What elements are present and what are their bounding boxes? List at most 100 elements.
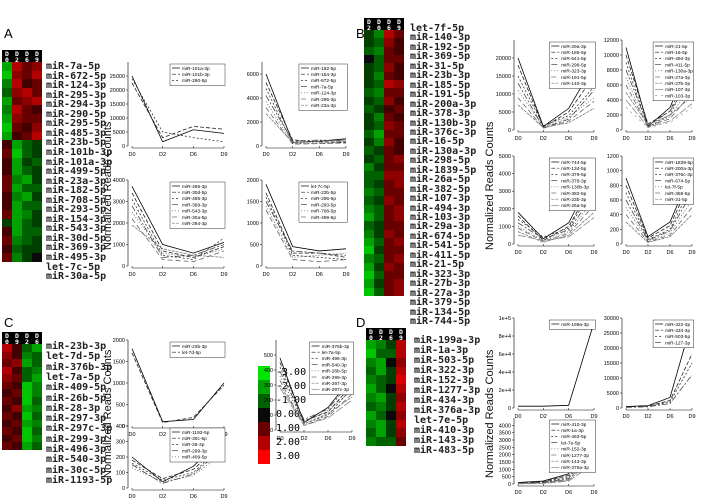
heatmap-cell <box>2 70 13 80</box>
heatmap-cell <box>2 351 13 360</box>
x-tick-label: D2 <box>159 432 166 438</box>
series-line-miR-434-3p <box>625 353 693 408</box>
heatmap-cell <box>374 71 385 81</box>
x-tick-label: D6 <box>190 152 197 158</box>
heatmap-cell <box>374 104 385 114</box>
y-tick-label: 25000 <box>604 331 619 337</box>
x-tick-label: D0 <box>276 436 283 442</box>
heatmap-cell <box>2 157 13 167</box>
x-tick-label: D9 <box>220 152 227 158</box>
legend-entry: miR-30c-5p <box>182 436 207 442</box>
heatmap-cell <box>394 237 405 247</box>
heatmap-cell <box>2 105 13 115</box>
legend-box <box>169 341 226 358</box>
x-tick-label: D9 <box>220 272 227 278</box>
series-line-miR-130a-3p <box>625 77 693 129</box>
heatmap-cell <box>396 348 407 359</box>
heatmap-cell <box>376 384 387 394</box>
y-tick-label: 0 <box>508 406 511 412</box>
x-tick-label: D2 <box>644 414 651 420</box>
y-tick-label: 0 <box>508 482 511 488</box>
heatmap-cell <box>22 366 33 375</box>
y-tick-label: 2000 <box>499 207 511 213</box>
y-tick-label: 2000 <box>247 178 259 184</box>
legend-entry: miR-299-3p <box>182 448 207 454</box>
heatmap-cell <box>32 209 43 219</box>
heatmap-cell <box>374 63 385 72</box>
colorbar-label: -2.00 <box>276 381 307 392</box>
mirna-label: miR-29a-3p <box>410 221 471 233</box>
legend-entry: miR-672-5p <box>311 78 336 84</box>
series-line-miR-503-5p <box>625 362 693 408</box>
heatmap-cell <box>384 104 395 114</box>
heatmap-cell <box>366 348 377 359</box>
heatmap-cell <box>2 140 13 150</box>
heatmap-cell <box>394 254 405 264</box>
y-tick-label: 200 <box>610 227 619 233</box>
y-tick-label: 4000 <box>499 423 511 429</box>
heatmap-cell <box>384 54 395 64</box>
y-tick-label: 5000 <box>607 391 619 397</box>
y-tick-label: 0 <box>270 428 273 434</box>
heatmap-cell <box>22 175 33 185</box>
series-line-miR-369-5p <box>625 207 693 243</box>
heatmap-cell <box>12 427 23 436</box>
heatmap-cell <box>32 359 43 368</box>
heatmap-cell <box>32 351 43 360</box>
heatmap-cell <box>384 212 395 222</box>
colorbar-swatch <box>258 380 270 394</box>
legend-entry: miR-1277-3p <box>561 453 589 459</box>
mirna-label: miR-107-3p <box>410 193 471 205</box>
mirna-label: let-7c-5p <box>46 261 101 273</box>
heatmap-a: D 0 D 2 D 6 D 9 <box>2 50 43 263</box>
heatmap-cell <box>386 340 397 350</box>
heatmap-cell <box>374 196 385 205</box>
heatmap-cell <box>384 30 395 39</box>
heatmap-cell <box>22 389 33 398</box>
x-tick-label: D2 <box>540 250 547 256</box>
heatmap-cell <box>32 442 43 451</box>
heatmap-cell <box>22 122 33 132</box>
legend-entry: miR-499-5p <box>311 215 336 221</box>
heatmap-cell <box>394 79 405 89</box>
heatmap-cell <box>12 404 23 413</box>
legend-entry: miR-30d-5p <box>182 190 207 196</box>
x-tick-label: D2 <box>644 136 651 142</box>
x-tick-label: D0 <box>128 272 135 278</box>
heatmap-cell <box>386 375 397 385</box>
heatmap-cell <box>32 218 43 228</box>
heatmap-cell <box>366 419 377 429</box>
series-line-miR-124-3p <box>265 101 347 144</box>
legend-entry: miR-134-5p <box>561 166 586 172</box>
heatmap-cell <box>376 437 387 447</box>
series-line-miR-290-5p <box>131 78 225 143</box>
heatmap-cell <box>384 96 395 106</box>
heatmap-col-label: D 0 <box>369 328 373 342</box>
heatmap-cell <box>32 366 43 375</box>
legend-entry: miR-540-3p <box>322 362 347 368</box>
legend-entry: miR-290-5p <box>182 78 207 84</box>
y-tick-label: 5000 <box>113 130 125 136</box>
heatmap-cell <box>384 221 395 230</box>
heatmap-cell <box>396 437 407 447</box>
mirna-label: miR-376c-3p <box>410 126 477 138</box>
heatmap-cell <box>374 221 385 230</box>
heatmap-cell <box>12 244 23 254</box>
heatmap-cell <box>32 175 43 185</box>
y-tick-label: 400 <box>264 368 273 374</box>
y-tick-label: 0 <box>256 264 259 270</box>
heatmap-cell <box>396 419 407 429</box>
series-line-miR-30d-5p <box>131 192 225 258</box>
colorbar-swatch <box>258 366 270 380</box>
y-tick-label: 25000 <box>110 74 125 80</box>
heatmap-cell <box>2 131 13 141</box>
y-tick-label: 8e+4 <box>499 334 511 340</box>
heatmap-cell <box>32 157 43 167</box>
heatmap-cell <box>394 163 405 172</box>
y-tick-label: 400 <box>116 424 125 430</box>
heatmap-col-label: D 6 <box>387 18 391 32</box>
series-line-miR-485-3p <box>131 186 225 254</box>
heatmap-cell <box>396 393 407 403</box>
